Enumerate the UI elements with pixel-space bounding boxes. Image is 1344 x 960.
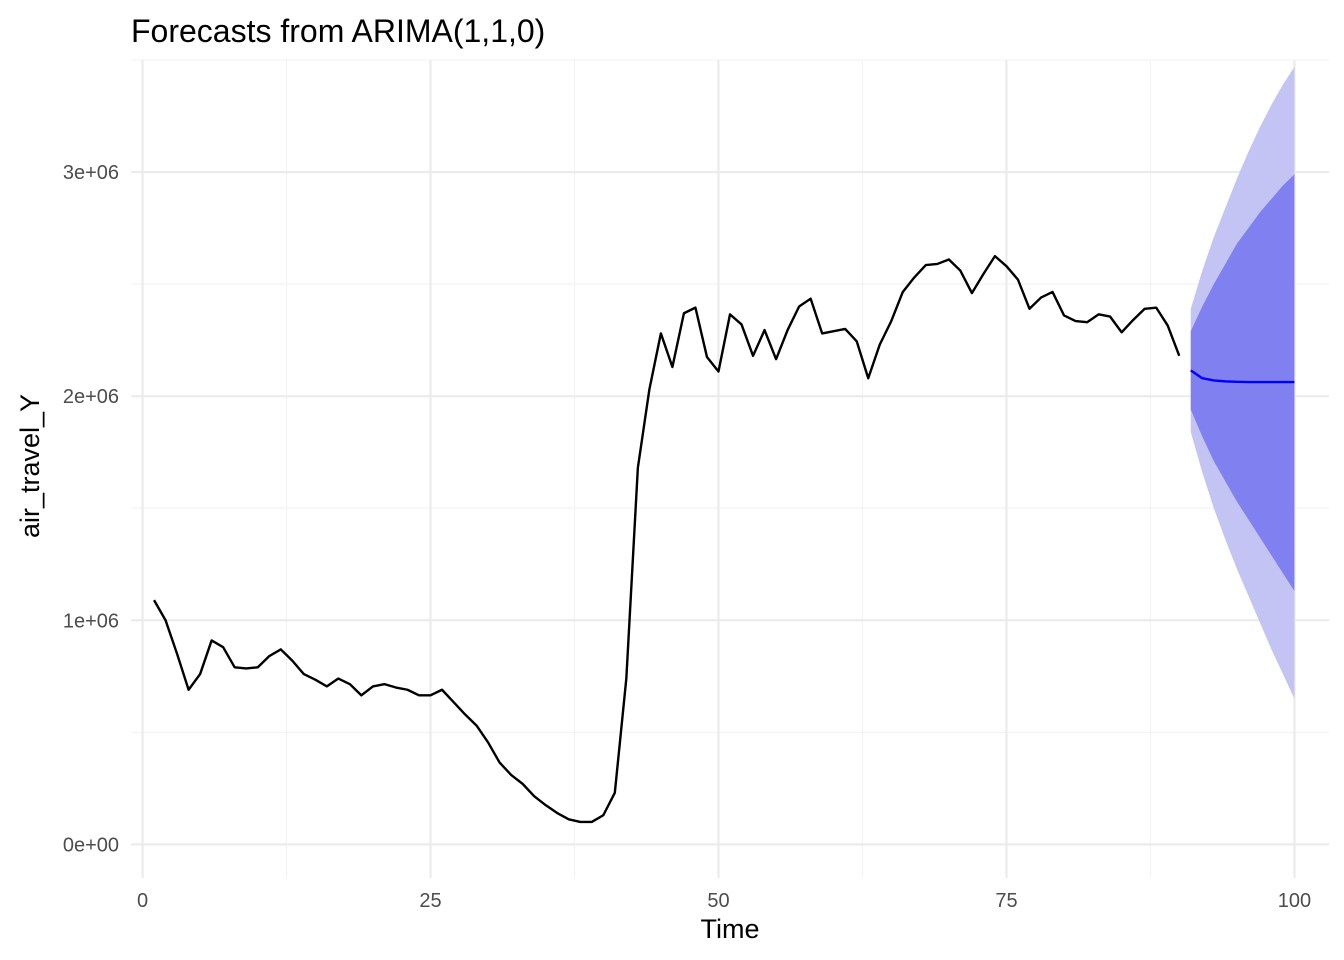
y-tick-label: 0e+00 xyxy=(63,834,119,856)
x-tick-label: 75 xyxy=(995,890,1017,912)
y-axis-title: air_travel_Y xyxy=(15,394,45,538)
x-tick-label: 0 xyxy=(137,890,148,912)
y-tick-label: 2e+06 xyxy=(63,386,119,408)
forecast-line-path xyxy=(1190,369,1295,384)
observed-line-path xyxy=(152,254,1181,824)
forecast-mean-line xyxy=(1190,369,1295,384)
y-tick-label: 3e+06 xyxy=(63,162,119,184)
x-tick-label: 50 xyxy=(707,890,729,912)
x-axis-title: Time xyxy=(701,914,760,944)
x-tick-label: 25 xyxy=(419,890,441,912)
chart-title: Forecasts from ARIMA(1,1,0) xyxy=(131,13,545,49)
y-tick-label: 1e+06 xyxy=(63,610,119,632)
x-tick-label: 100 xyxy=(1278,890,1311,912)
y-axis-tick-labels: 0e+00 1e+06 2e+06 3e+06 xyxy=(63,162,119,856)
x-axis-tick-labels: 0 25 50 75 100 xyxy=(137,890,1311,912)
observed-series-line xyxy=(152,254,1181,824)
grid-lines xyxy=(131,59,1329,878)
